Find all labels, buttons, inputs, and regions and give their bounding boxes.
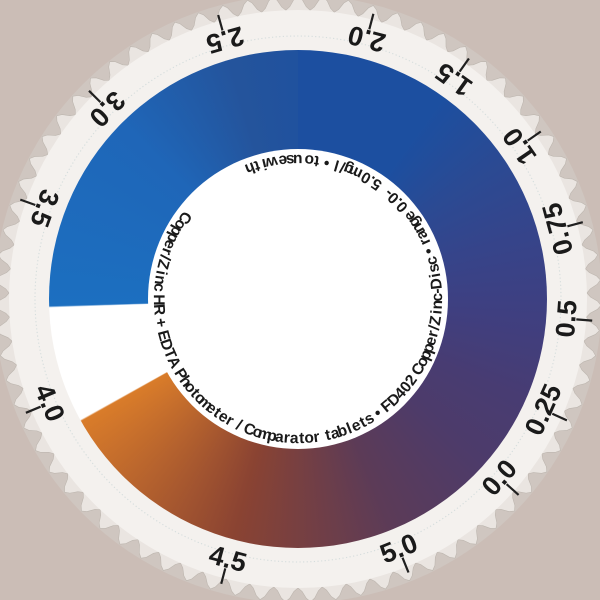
svg-text:•: • — [420, 245, 438, 256]
svg-text:4.0: 4.0 — [29, 380, 71, 426]
svg-text:5.0: 5.0 — [376, 528, 422, 570]
svg-text:0.5: 0.5 — [550, 299, 583, 339]
svg-text:o: o — [304, 151, 315, 169]
svg-text:2.5: 2.5 — [203, 20, 247, 59]
svg-text:•: • — [322, 153, 331, 171]
svg-text:1.5: 1.5 — [430, 57, 478, 103]
svg-text:0.25: 0.25 — [519, 380, 568, 440]
svg-text:4.5: 4.5 — [206, 539, 250, 578]
svg-text:r: r — [312, 429, 320, 447]
svg-text:c: c — [150, 282, 168, 292]
svg-text:0.75: 0.75 — [536, 200, 579, 259]
svg-text:3.5: 3.5 — [24, 186, 65, 231]
svg-text:R: R — [150, 303, 168, 316]
svg-text:a: a — [290, 430, 299, 447]
svg-text:2.0: 2.0 — [345, 20, 389, 59]
svg-text:0.0: 0.0 — [476, 454, 523, 502]
svg-text:1.0: 1.0 — [497, 122, 543, 170]
svg-text:Z: Z — [427, 314, 445, 327]
svg-text:+: + — [151, 317, 169, 329]
